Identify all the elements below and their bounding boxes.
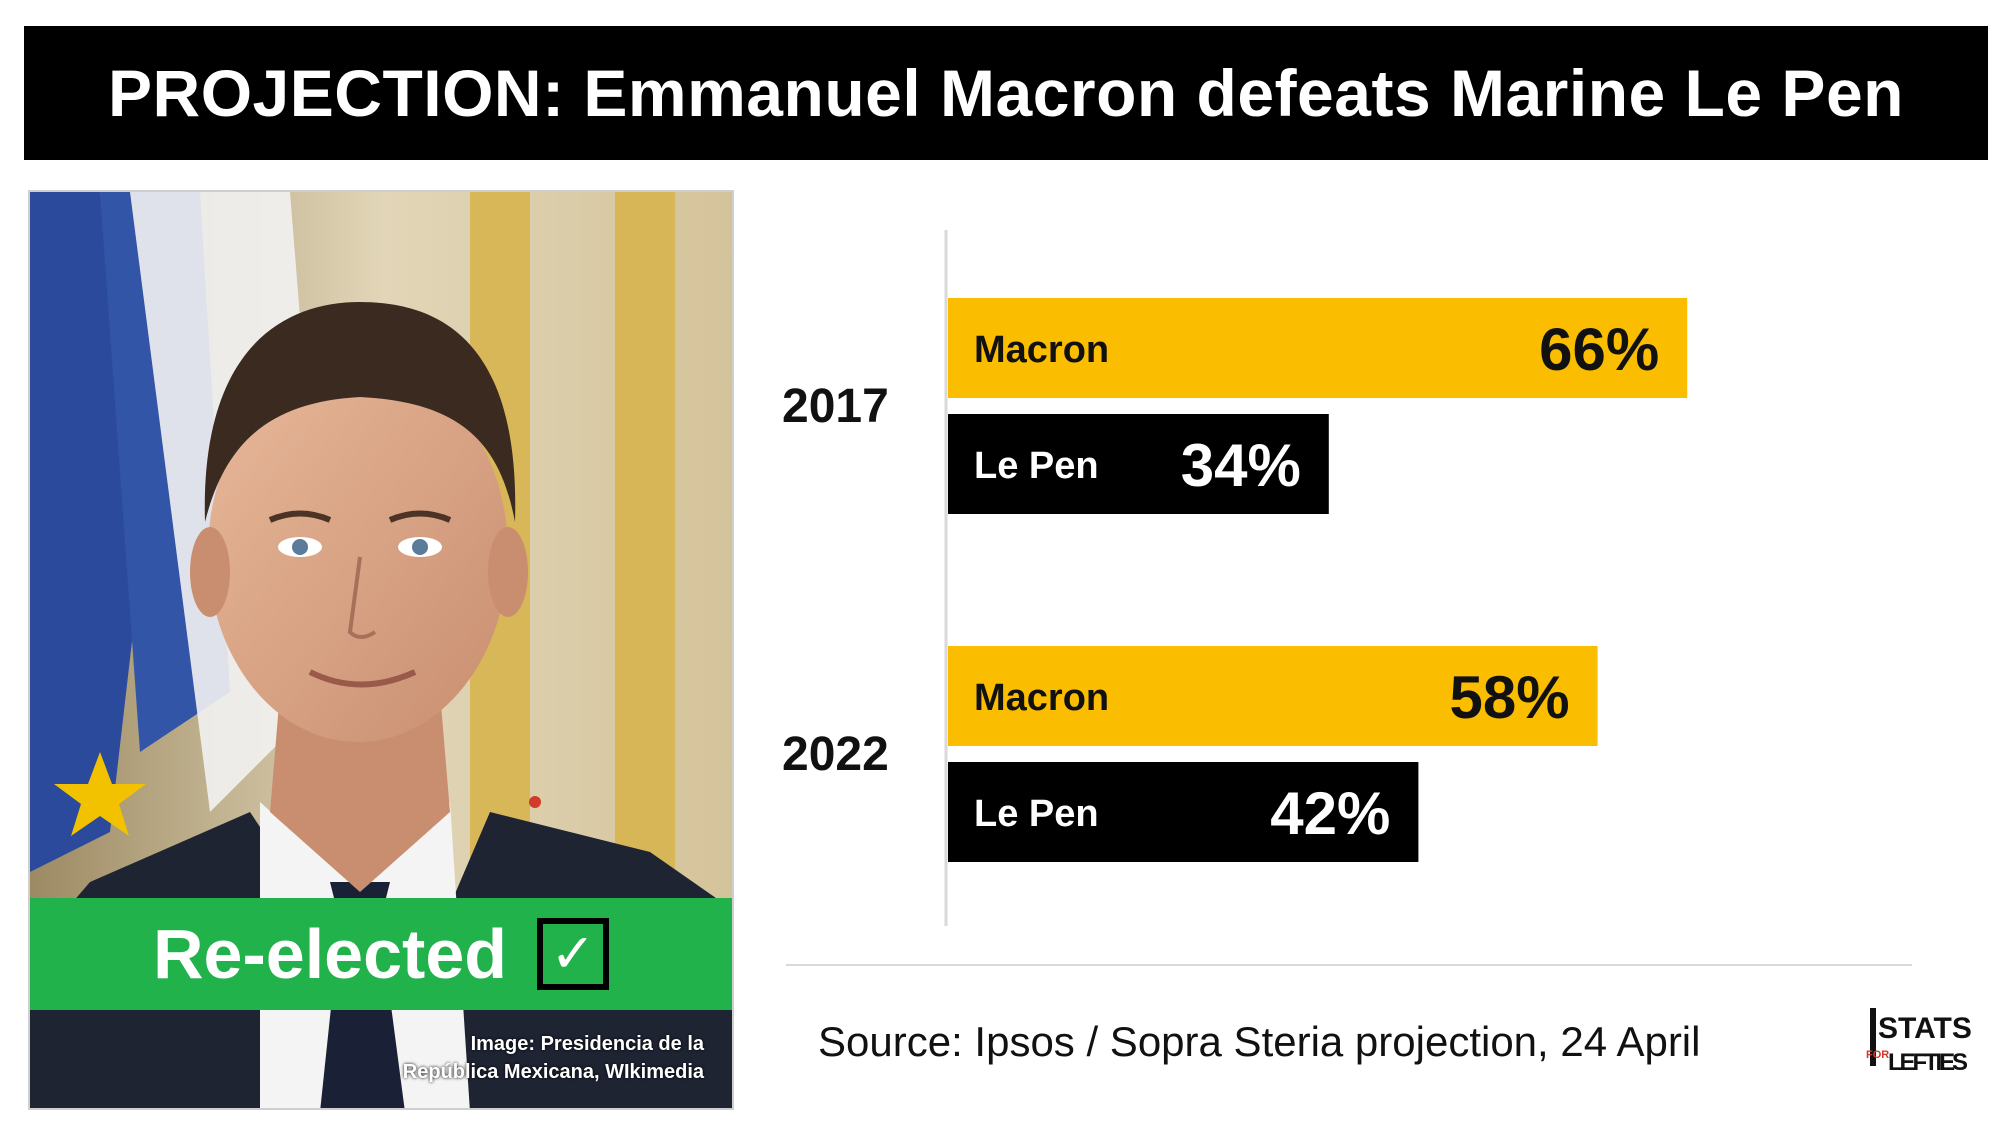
series-label-macron-2017: Macron	[974, 329, 1109, 371]
logo-lefties: LEFTIES	[1888, 1049, 1968, 1076]
category-label-2022: 2022	[782, 728, 889, 781]
bar-le-pen-2022	[948, 762, 1419, 862]
data-label-macron-2017: 66%	[1539, 316, 1659, 383]
source-note: Source: Ipsos / Sopra Steria projection,…	[818, 1018, 1701, 1065]
footer-divider	[786, 964, 1912, 966]
bar-le-pen-2017	[948, 414, 1329, 514]
portrait-photo: Re-elected ✓ Image: Presidencia de la Re…	[28, 190, 734, 1110]
logo-for: FOR	[1866, 1049, 1889, 1061]
series-label-le-pen-2017: Le Pen	[974, 445, 1099, 487]
image-credit-line-1: Image: Presidencia de la	[470, 1033, 704, 1055]
series-label-macron-2022: Macron	[974, 677, 1109, 719]
logo-bar	[1870, 1008, 1876, 1066]
data-label-macron-2022: 58%	[1450, 664, 1570, 731]
data-label-le-pen-2017: 34%	[1181, 432, 1301, 499]
series-label-le-pen-2022: Le Pen	[974, 793, 1099, 835]
re-elected-banner: Re-elected ✓	[30, 898, 732, 1010]
bar-chart: 2017 Macron 66% Le Pen 34% 2022 Macron 58% Le Pe…	[782, 230, 1688, 926]
category-label-2017: 2017	[782, 380, 889, 433]
bar-macron-2017	[948, 298, 1688, 398]
bar-macron-2022	[948, 646, 1598, 746]
check-icon: ✓	[537, 918, 610, 990]
re-elected-label: Re-elected	[152, 915, 508, 993]
image-credit-line-2: República Mexicana, WIkimedia	[402, 1061, 704, 1083]
image-credit: Image: Presidencia de la República Mexic…	[403, 1030, 704, 1086]
page-title: PROJECTION: Emmanuel Macron defeats Mari…	[24, 26, 1988, 160]
logo-stats: STATS	[1878, 1012, 1972, 1045]
data-label-le-pen-2022: 42%	[1270, 780, 1390, 847]
stats-for-lefties-logo: STATS FOR LEFTIES	[1866, 1008, 1972, 1076]
